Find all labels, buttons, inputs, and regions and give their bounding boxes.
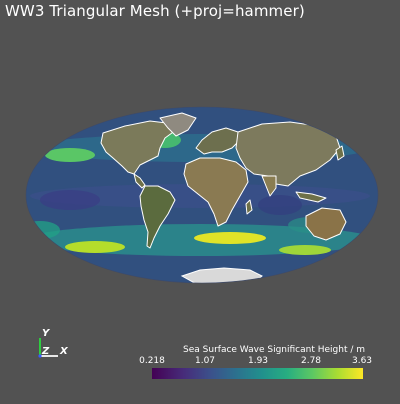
wave-high-north-pacific: [45, 148, 95, 162]
window-title: WW3 Triangular Mesh (+proj=hammer): [5, 2, 305, 20]
australia-landmass: [305, 207, 347, 241]
colorbar-tick-1: 1.07: [194, 356, 216, 366]
new-zealand-landmass: [351, 239, 359, 255]
africa-landmass: [183, 157, 249, 227]
madagascar-landmass: [245, 199, 253, 215]
colorbar-tick-4: 3.63: [351, 356, 373, 366]
greenland-landmass: [159, 112, 197, 137]
indonesia-landmass: [295, 191, 327, 203]
orientation-axes-widget: Y Z X: [36, 326, 76, 366]
z-axis-dot: [38, 354, 42, 358]
colorbar-tick-2: 1.93: [247, 356, 269, 366]
map-outline: [25, 106, 379, 284]
central-america-landmass: [133, 173, 146, 189]
wave-low-equatorial-pacific: [40, 190, 100, 210]
india-landmass: [261, 175, 277, 197]
colorbar-gradient: [152, 368, 363, 379]
wave-high-south-b: [194, 232, 266, 244]
z-axis-label: Z: [42, 346, 50, 357]
wave-high-south-a: [65, 241, 125, 253]
south-america-landmass: [139, 185, 176, 249]
colorbar-title: Sea Surface Wave Significant Height / m: [183, 345, 365, 355]
wave-mid-south-pacific: [26, 221, 60, 239]
axes-triad-icon: [38, 338, 58, 358]
wave-low-indian: [258, 195, 302, 215]
colorbar-tick-labels: 0.218 1.07 1.93 2.78 3.63: [139, 356, 372, 368]
japan-landmass: [335, 145, 345, 161]
colorbar-tick-0: 0.218: [139, 356, 165, 366]
colorbar-tick-3: 2.78: [300, 356, 322, 366]
x-axis-label: X: [60, 346, 68, 357]
y-axis-label: Y: [42, 328, 50, 339]
wave-high-south-c: [279, 245, 331, 255]
